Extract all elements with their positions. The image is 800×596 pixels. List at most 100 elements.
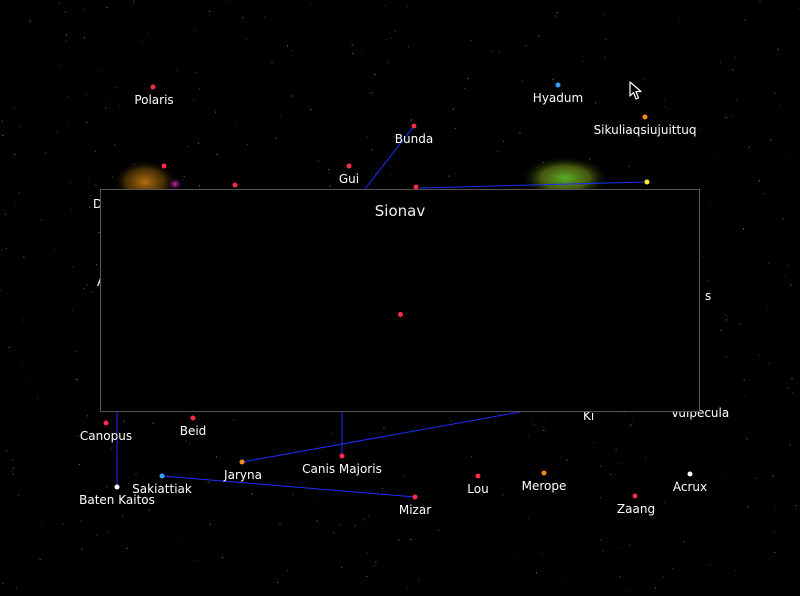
background-star [80,520,82,522]
background-star [675,481,677,483]
background-star [86,121,88,123]
background-star [175,70,177,72]
background-star [98,69,100,71]
background-star [41,524,43,526]
background-star [15,202,17,204]
background-star [0,289,1,291]
star-system[interactable] [150,84,156,90]
background-star [452,108,454,110]
star-system[interactable] [412,494,418,500]
star-system[interactable] [555,82,561,88]
background-star [403,475,405,477]
star-system[interactable] [190,415,196,421]
star-system[interactable] [232,182,238,188]
background-star [106,7,108,9]
background-star [306,472,308,474]
star-system[interactable] [114,484,120,490]
star-system[interactable] [103,420,109,426]
background-star [310,3,312,5]
background-star [602,550,604,552]
background-star [271,61,273,64]
background-star [143,502,145,504]
background-star [743,379,745,381]
background-star [393,136,395,138]
background-star [85,93,87,95]
background-star [98,232,100,234]
background-star [359,53,361,55]
star-system[interactable] [687,471,693,477]
background-star [394,30,396,32]
background-star [525,45,527,47]
background-star [22,319,24,321]
star-system[interactable] [541,470,547,476]
background-star [791,378,793,380]
background-star [96,264,98,266]
background-star [732,114,734,117]
background-star [366,136,368,138]
star-label: Merope [521,479,567,493]
background-star [291,95,293,97]
background-star [366,575,368,578]
background-star [8,346,10,348]
background-star [556,12,558,14]
background-star [708,564,711,566]
background-star [448,175,450,177]
background-star [374,564,376,566]
background-star [455,543,457,546]
background-star [791,392,794,394]
background-star [538,35,540,37]
background-star [106,531,108,533]
background-star [543,429,545,432]
background-star [246,144,248,146]
background-star [75,350,77,352]
background-star [683,541,685,543]
background-star [221,557,223,559]
star-system[interactable] [339,453,345,459]
background-star [89,206,91,208]
background-star [514,559,516,561]
background-star [774,508,777,510]
background-star [450,420,452,422]
background-star [63,551,65,553]
hyperlane [241,411,521,463]
background-star [664,502,666,504]
background-star [87,415,89,417]
star-system[interactable] [239,459,245,465]
background-star [724,314,726,316]
background-star [12,459,14,461]
background-star [623,412,625,414]
background-star [454,127,457,129]
background-star [316,520,318,522]
background-star [770,139,772,141]
star-system[interactable] [475,473,481,479]
background-star [182,179,184,181]
background-star [381,488,383,490]
background-star [263,15,266,17]
star-system[interactable] [642,114,648,120]
star-system[interactable] [161,163,167,169]
background-star [316,500,318,502]
background-star [491,50,493,52]
background-star [68,124,70,127]
background-star [746,438,748,440]
star-label-partial: Ki [583,409,595,423]
background-star [11,471,13,473]
star-system[interactable] [413,184,419,190]
background-star [470,40,472,42]
star-system[interactable] [644,179,650,185]
star-system[interactable] [159,473,165,479]
background-star [328,168,330,171]
background-star [540,553,543,555]
background-star [417,578,420,581]
background-star [89,195,91,197]
background-star [643,78,645,80]
star-system[interactable] [411,123,417,129]
background-star [64,11,66,14]
background-star [407,6,409,8]
star-system[interactable] [346,163,352,169]
background-star [386,61,389,63]
background-star [292,494,294,496]
star-system[interactable] [632,493,638,499]
background-star [54,249,56,251]
background-star [663,99,666,102]
